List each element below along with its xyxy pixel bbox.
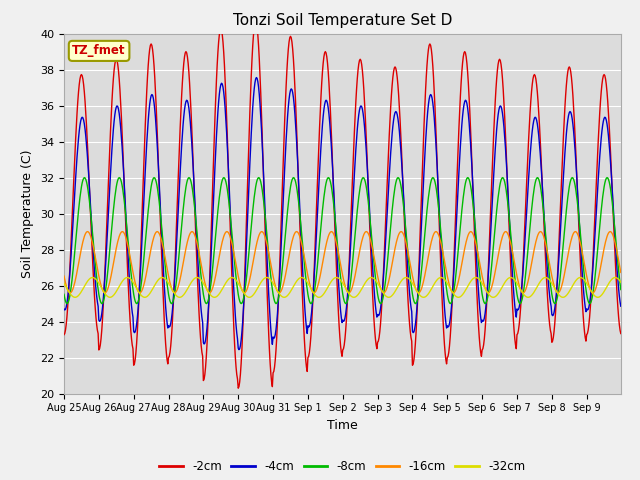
- Text: TZ_fmet: TZ_fmet: [72, 44, 126, 58]
- Y-axis label: Soil Temperature (C): Soil Temperature (C): [22, 149, 35, 278]
- X-axis label: Time: Time: [327, 419, 358, 432]
- Title: Tonzi Soil Temperature Set D: Tonzi Soil Temperature Set D: [233, 13, 452, 28]
- Legend: -2cm, -4cm, -8cm, -16cm, -32cm: -2cm, -4cm, -8cm, -16cm, -32cm: [154, 455, 531, 478]
